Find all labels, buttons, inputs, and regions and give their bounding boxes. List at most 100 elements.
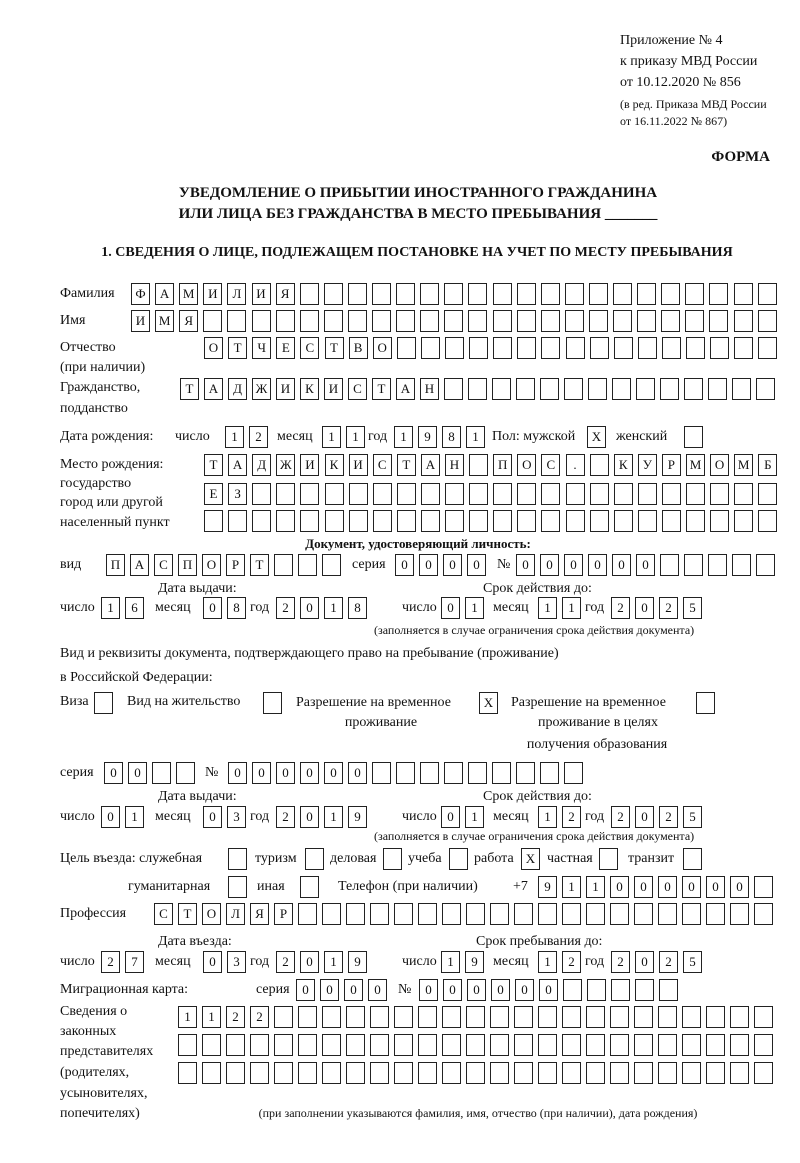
char-box[interactable]: 1	[101, 597, 120, 619]
char-box[interactable]: Ж	[276, 454, 296, 476]
char-box[interactable]	[444, 283, 464, 305]
char-box[interactable]: 0	[344, 979, 363, 1001]
char-box[interactable]	[396, 483, 416, 505]
char-box[interactable]	[469, 454, 489, 476]
char-box[interactable]	[517, 510, 537, 532]
char-box[interactable]: О	[372, 337, 392, 359]
char-box[interactable]: 1	[324, 806, 343, 828]
char-box[interactable]: С	[154, 903, 173, 925]
checkbox-cell[interactable]	[696, 692, 715, 714]
char-box[interactable]	[732, 554, 751, 576]
char-box[interactable]: А	[204, 378, 223, 400]
char-box[interactable]	[684, 378, 703, 400]
char-box[interactable]: 0	[636, 554, 655, 576]
char-box[interactable]	[514, 1034, 533, 1056]
char-box[interactable]	[541, 337, 561, 359]
char-box[interactable]: Т	[396, 454, 416, 476]
char-box[interactable]: 2	[611, 806, 630, 828]
char-box[interactable]: 0	[588, 554, 607, 576]
char-box[interactable]: 8	[348, 597, 367, 619]
char-box[interactable]	[442, 1034, 461, 1056]
char-box[interactable]: И	[324, 378, 343, 400]
char-box[interactable]	[564, 378, 583, 400]
char-box[interactable]	[322, 1062, 341, 1084]
char-box[interactable]	[634, 1006, 653, 1028]
checkbox-cell[interactable]: X	[479, 692, 498, 714]
char-box[interactable]: Р	[661, 454, 681, 476]
char-box[interactable]: Я	[250, 903, 269, 925]
char-box[interactable]	[682, 903, 701, 925]
char-box[interactable]: 1	[125, 806, 144, 828]
char-box[interactable]	[589, 337, 609, 359]
char-box[interactable]	[514, 1062, 533, 1084]
char-box[interactable]: Я	[179, 310, 199, 332]
char-box[interactable]: 2	[611, 597, 630, 619]
char-box[interactable]: М	[155, 310, 175, 332]
char-box[interactable]	[565, 483, 585, 505]
char-box[interactable]: 1	[538, 597, 557, 619]
char-box[interactable]	[418, 1062, 437, 1084]
char-box[interactable]	[562, 1062, 581, 1084]
char-box[interactable]: 3	[227, 951, 246, 973]
char-box[interactable]	[708, 378, 727, 400]
char-box[interactable]	[178, 1034, 197, 1056]
char-box[interactable]: Т	[324, 337, 344, 359]
char-box[interactable]	[658, 1062, 677, 1084]
char-box[interactable]	[370, 1062, 389, 1084]
char-box[interactable]	[442, 903, 461, 925]
char-box[interactable]: 5	[683, 806, 702, 828]
char-box[interactable]: 0	[203, 951, 222, 973]
char-box[interactable]: 2	[249, 426, 268, 448]
char-box[interactable]	[637, 337, 657, 359]
char-box[interactable]: 0	[564, 554, 583, 576]
char-box[interactable]: 1	[441, 951, 460, 973]
char-box[interactable]	[684, 554, 703, 576]
char-box[interactable]	[706, 1034, 725, 1056]
char-box[interactable]: 0	[635, 806, 654, 828]
char-box[interactable]	[685, 310, 705, 332]
char-box[interactable]	[276, 510, 296, 532]
char-box[interactable]	[540, 762, 559, 784]
char-box[interactable]	[541, 483, 561, 505]
char-box[interactable]	[541, 510, 561, 532]
char-box[interactable]	[466, 1006, 485, 1028]
char-box[interactable]	[445, 483, 464, 505]
char-box[interactable]: 0	[612, 554, 631, 576]
char-box[interactable]	[613, 510, 633, 532]
char-box[interactable]	[758, 510, 778, 532]
char-box[interactable]	[563, 979, 582, 1001]
char-box[interactable]: В	[348, 337, 368, 359]
char-box[interactable]: С	[541, 454, 561, 476]
checkbox-cell[interactable]	[599, 848, 618, 870]
char-box[interactable]	[324, 510, 344, 532]
char-box[interactable]	[274, 1006, 293, 1028]
char-box[interactable]	[418, 1034, 437, 1056]
checkbox-cell[interactable]	[263, 692, 282, 714]
char-box[interactable]: 9	[465, 951, 484, 973]
char-box[interactable]	[469, 510, 489, 532]
char-box[interactable]	[586, 1006, 605, 1028]
char-box[interactable]	[420, 310, 440, 332]
char-box[interactable]: О	[517, 454, 537, 476]
checkbox-cell[interactable]: X	[587, 426, 606, 448]
char-box[interactable]	[538, 1034, 557, 1056]
char-box[interactable]	[588, 378, 607, 400]
char-box[interactable]: Д	[252, 454, 272, 476]
char-box[interactable]: 2	[276, 806, 295, 828]
char-box[interactable]	[420, 283, 440, 305]
char-box[interactable]: 0	[441, 597, 460, 619]
char-box[interactable]: М	[179, 283, 199, 305]
char-box[interactable]: 2	[276, 951, 295, 973]
char-box[interactable]: Н	[420, 378, 439, 400]
char-box[interactable]	[517, 337, 537, 359]
char-box[interactable]	[538, 1006, 557, 1028]
char-box[interactable]: Т	[250, 554, 269, 576]
char-box[interactable]	[734, 337, 754, 359]
char-box[interactable]: Е	[204, 483, 223, 505]
char-box[interactable]	[276, 483, 296, 505]
checkbox-cell[interactable]	[305, 848, 324, 870]
char-box[interactable]: 8	[227, 597, 246, 619]
char-box[interactable]	[298, 554, 317, 576]
char-box[interactable]: 5	[683, 597, 702, 619]
char-box[interactable]	[348, 510, 368, 532]
